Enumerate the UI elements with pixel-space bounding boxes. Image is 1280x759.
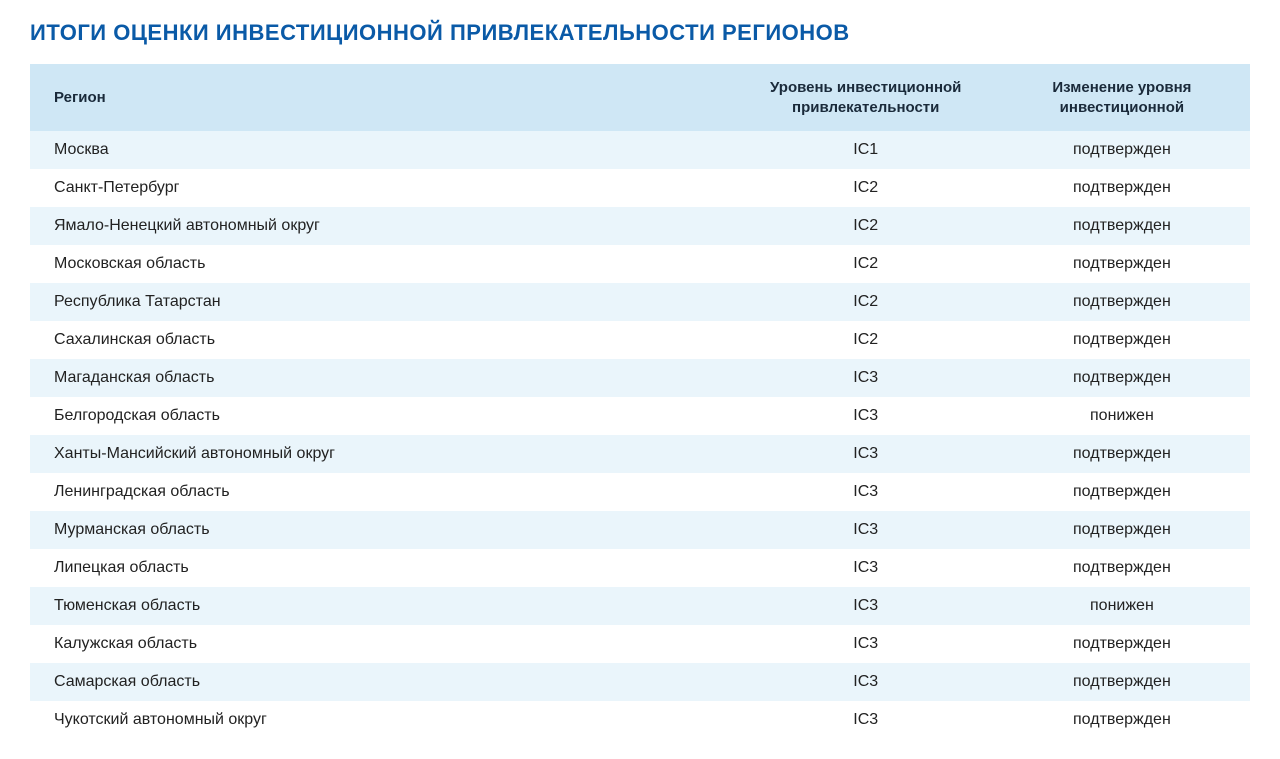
cell-change: понижен <box>994 587 1250 625</box>
cell-level: IC3 <box>738 511 994 549</box>
table-row: Тюменская областьIC3понижен <box>30 587 1250 625</box>
cell-level: IC3 <box>738 397 994 435</box>
cell-change: подтвержден <box>994 625 1250 663</box>
page-title: ИТОГИ ОЦЕНКИ ИНВЕСТИЦИОННОЙ ПРИВЛЕКАТЕЛЬ… <box>30 20 1250 46</box>
cell-level: IC2 <box>738 283 994 321</box>
col-header-region: Регион <box>30 64 738 131</box>
table-row: Санкт-ПетербургIC2подтвержден <box>30 169 1250 207</box>
cell-change: подтвержден <box>994 131 1250 169</box>
cell-region: Тюменская область <box>30 587 738 625</box>
cell-region: Санкт-Петербург <box>30 169 738 207</box>
cell-region: Ямало-Ненецкий автономный округ <box>30 207 738 245</box>
cell-change: подтвержден <box>994 245 1250 283</box>
cell-region: Сахалинская область <box>30 321 738 359</box>
table-head: Регион Уровень инвестиционной привлекате… <box>30 64 1250 131</box>
cell-level: IC3 <box>738 625 994 663</box>
table-row: Республика ТатарстанIC2подтвержден <box>30 283 1250 321</box>
cell-level: IC2 <box>738 207 994 245</box>
table-row: Магаданская областьIC3подтвержден <box>30 359 1250 397</box>
cell-change: подтвержден <box>994 701 1250 739</box>
cell-level: IC3 <box>738 435 994 473</box>
table-row: Липецкая областьIC3подтвержден <box>30 549 1250 587</box>
cell-level: IC3 <box>738 473 994 511</box>
cell-level: IC2 <box>738 321 994 359</box>
cell-level: IC3 <box>738 701 994 739</box>
cell-level: IC3 <box>738 549 994 587</box>
table-row: Чукотский автономный округIC3подтвержден <box>30 701 1250 739</box>
cell-region: Липецкая область <box>30 549 738 587</box>
cell-level: IC1 <box>738 131 994 169</box>
cell-region: Московская область <box>30 245 738 283</box>
cell-region: Республика Татарстан <box>30 283 738 321</box>
table-body: МоскваIC1подтвержденСанкт-ПетербургIC2по… <box>30 131 1250 739</box>
cell-level: IC3 <box>738 359 994 397</box>
table-row: Белгородская областьIC3понижен <box>30 397 1250 435</box>
cell-change: подтвержден <box>994 283 1250 321</box>
table-row: Ханты-Мансийский автономный округIC3подт… <box>30 435 1250 473</box>
table-row: Калужская областьIC3подтвержден <box>30 625 1250 663</box>
cell-level: IC2 <box>738 245 994 283</box>
table-row: МоскваIC1подтвержден <box>30 131 1250 169</box>
cell-change: понижен <box>994 397 1250 435</box>
cell-region: Белгородская область <box>30 397 738 435</box>
cell-change: подтвержден <box>994 473 1250 511</box>
cell-change: подтвержден <box>994 511 1250 549</box>
col-header-level: Уровень инвестиционной привлекательности <box>738 64 994 131</box>
cell-region: Самарская область <box>30 663 738 701</box>
cell-level: IC3 <box>738 663 994 701</box>
cell-region: Москва <box>30 131 738 169</box>
cell-region: Калужская область <box>30 625 738 663</box>
cell-change: подтвержден <box>994 549 1250 587</box>
table-row: Сахалинская областьIC2подтвержден <box>30 321 1250 359</box>
table-row: Ямало-Ненецкий автономный округIC2подтве… <box>30 207 1250 245</box>
cell-level: IC2 <box>738 169 994 207</box>
cell-change: подтвержден <box>994 169 1250 207</box>
table-row: Московская областьIC2подтвержден <box>30 245 1250 283</box>
cell-change: подтвержден <box>994 435 1250 473</box>
cell-level: IC3 <box>738 587 994 625</box>
cell-region: Чукотский автономный округ <box>30 701 738 739</box>
table-row: Ленинградская областьIC3подтвержден <box>30 473 1250 511</box>
cell-region: Магаданская область <box>30 359 738 397</box>
cell-change: подтвержден <box>994 359 1250 397</box>
regions-table: Регион Уровень инвестиционной привлекате… <box>30 64 1250 739</box>
cell-change: подтвержден <box>994 321 1250 359</box>
cell-region: Ханты-Мансийский автономный округ <box>30 435 738 473</box>
table-row: Мурманская областьIC3подтвержден <box>30 511 1250 549</box>
cell-change: подтвержден <box>994 663 1250 701</box>
cell-change: подтвержден <box>994 207 1250 245</box>
cell-region: Мурманская область <box>30 511 738 549</box>
col-header-change: Изменение уровня инвестиционной <box>994 64 1250 131</box>
cell-region: Ленинградская область <box>30 473 738 511</box>
table-row: Самарская областьIC3подтвержден <box>30 663 1250 701</box>
